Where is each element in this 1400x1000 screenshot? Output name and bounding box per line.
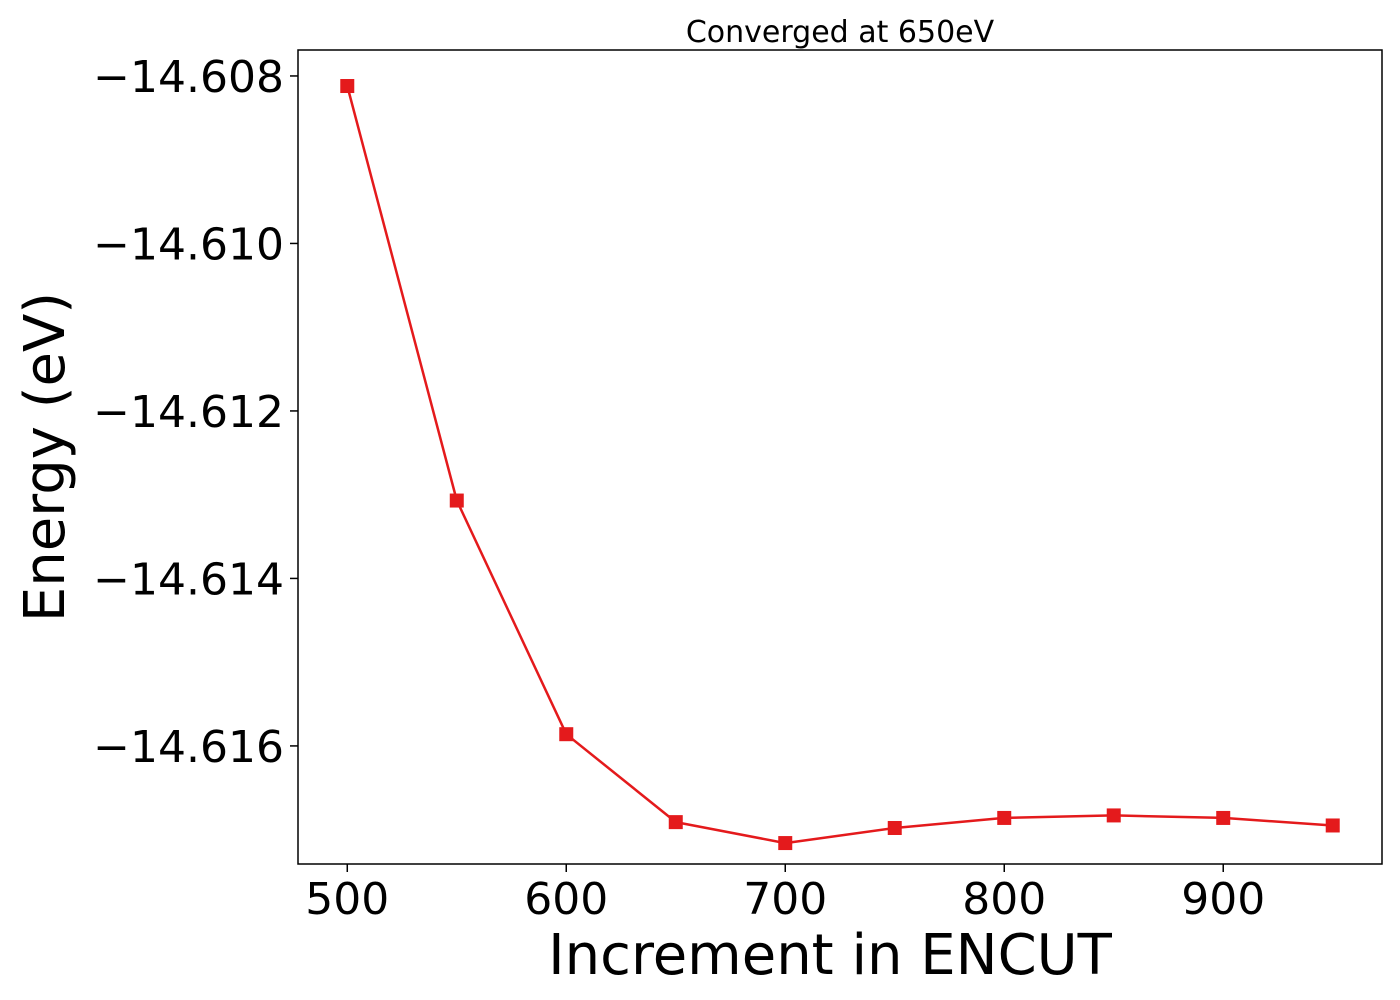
plot-frame: [297, 49, 1383, 865]
y-tick-label: −14.614: [93, 554, 284, 605]
series-line: [346, 85, 1333, 845]
x-tick-label: 800: [962, 874, 1046, 925]
data-point-marker: [559, 727, 574, 742]
data-point-marker: [778, 836, 793, 851]
plot-area: [340, 79, 1340, 851]
data-point-marker: [1325, 818, 1340, 833]
x-tick-label: 900: [1181, 874, 1265, 925]
data-point-marker: [1106, 808, 1121, 823]
chart-title: Converged at 650eV: [686, 15, 995, 50]
y-axis-label: Energy (eV): [13, 292, 78, 622]
axis-ticks: 500 600 700 800 900 −14.608 −14.610 −14.612 −14.…: [93, 52, 1265, 925]
data-point-marker: [340, 79, 355, 94]
x-axis-label: Increment in ENCUT: [548, 923, 1113, 988]
y-tick-label: −14.610: [93, 219, 284, 270]
y-tick-label: −14.608: [93, 52, 284, 103]
x-tick-label: 600: [524, 874, 608, 925]
data-point-marker: [449, 493, 464, 508]
x-tick-label: 700: [743, 874, 827, 925]
data-point-marker: [668, 815, 683, 830]
y-tick-label: −14.616: [93, 722, 284, 773]
data-point-marker: [887, 820, 902, 835]
data-point-marker: [1216, 810, 1231, 825]
data-point-marker: [997, 810, 1012, 825]
y-tick-label: −14.612: [93, 387, 284, 438]
x-tick-label: 500: [305, 874, 389, 925]
